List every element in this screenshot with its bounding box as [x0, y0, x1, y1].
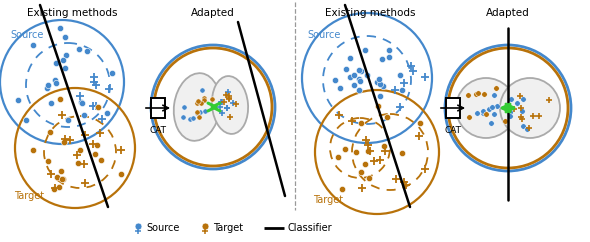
FancyBboxPatch shape	[151, 98, 165, 118]
Text: Target: Target	[14, 191, 44, 201]
Text: Classifier: Classifier	[288, 223, 333, 233]
Text: Existing methods: Existing methods	[324, 8, 415, 18]
Text: CAT: CAT	[149, 126, 166, 135]
Ellipse shape	[212, 76, 248, 134]
Ellipse shape	[173, 73, 220, 141]
Text: Source: Source	[146, 223, 179, 233]
Text: CAT: CAT	[444, 126, 461, 135]
Text: Source: Source	[307, 30, 340, 40]
Text: Target: Target	[313, 195, 343, 205]
Text: Adapted: Adapted	[191, 8, 235, 18]
Text: Existing methods: Existing methods	[27, 8, 117, 18]
FancyBboxPatch shape	[446, 98, 460, 118]
Circle shape	[500, 78, 560, 138]
Text: Adapted: Adapted	[486, 8, 530, 18]
Text: Source: Source	[10, 30, 44, 40]
Text: Target: Target	[213, 223, 243, 233]
Circle shape	[456, 78, 516, 138]
